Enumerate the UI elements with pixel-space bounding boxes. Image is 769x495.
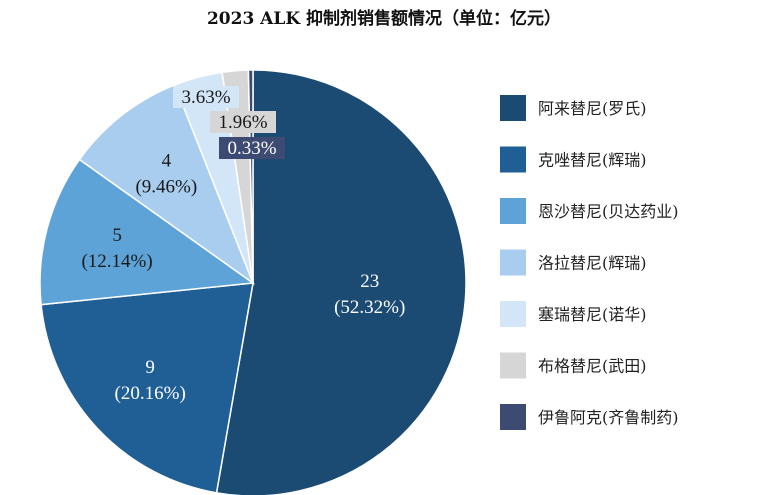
legend-swatch-4 [500, 249, 526, 276]
slice-label-box-5 [173, 86, 239, 108]
slice-labels: 23 (52.32%) 9 (20.16%) 5 (12.14%) 4 (9.46%) 3.63… [81, 86, 405, 404]
slice-percent-label-2: (20.16%) [115, 383, 186, 404]
legend-label-6: 布格替尼(武田) [538, 357, 647, 376]
legend: 阿来替尼(罗氏) 克唑替尼(辉瑞) 恩沙替尼(贝达药业) 洛拉替尼(辉瑞) 塞瑞替尼(诺… [500, 95, 679, 430]
legend-label-1: 阿来替尼(罗氏) [538, 99, 647, 118]
slice-value-label-2: 9 [145, 357, 155, 378]
legend-swatch-3 [500, 198, 526, 224]
slice-percent-label-1: (52.32%) [334, 297, 405, 318]
legend-swatch-5 [500, 301, 526, 327]
pie-slice-3 [39, 158, 256, 306]
legend-swatch-2 [500, 146, 526, 173]
pie-slice-4 [78, 83, 255, 286]
legend-swatch-6 [500, 352, 526, 379]
legend-label-4: 洛拉替尼(辉瑞) [538, 254, 647, 273]
slice-value-label-3: 5 [112, 225, 122, 246]
slice-percent-label-6: 1.96% [218, 112, 267, 133]
legend-swatch-1 [500, 95, 526, 121]
pie-slice-1 [215, 69, 467, 495]
legend-label-5: 塞瑞替尼(诺华) [538, 305, 647, 324]
legend-label-2: 克唑替尼(辉瑞) [538, 151, 647, 170]
legend-label-3: 恩沙替尼(贝达药业) [538, 202, 679, 221]
pie-slice-2 [40, 282, 254, 494]
chart-title: 2023 ALK 抑制剂销售额情况（单位：亿元） [207, 8, 561, 29]
slice-percent-label-4: (9.46%) [135, 176, 197, 197]
legend-label-7: 伊鲁阿克(齐鲁制药) [538, 408, 679, 427]
slice-label-box-7 [219, 137, 285, 159]
slice-value-label-4: 4 [162, 150, 172, 171]
slice-percent-label-3: (12.14%) [81, 251, 152, 272]
pie-slices [39, 69, 467, 495]
legend-swatch-7 [500, 404, 526, 430]
slice-percent-label-5: 3.63% [181, 87, 230, 108]
slice-value-label-1: 23 [360, 271, 379, 292]
slice-label-box-6 [210, 111, 276, 133]
slice-percent-label-7: 0.33% [227, 138, 276, 159]
